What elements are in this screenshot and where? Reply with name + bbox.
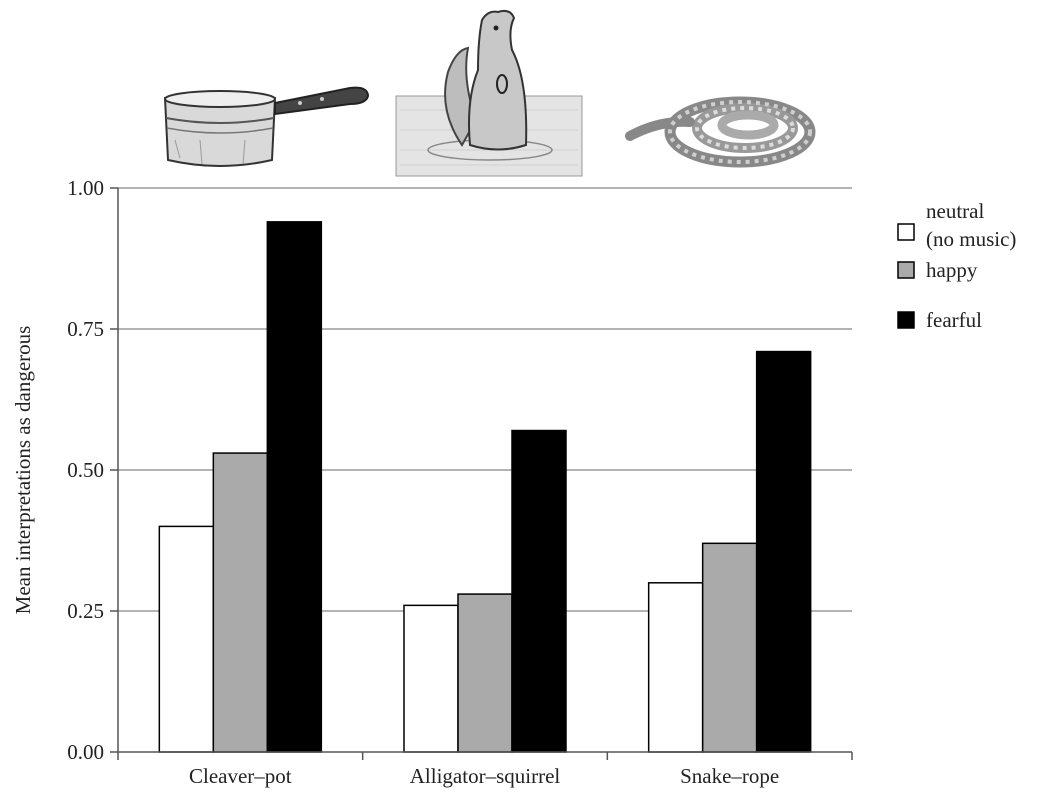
- bar-fearful: [511, 429, 567, 753]
- snake-rope-illustration: [625, 96, 816, 168]
- legend-swatch-neutral: [897, 223, 915, 241]
- bar-neutral: [647, 582, 704, 753]
- bar-neutral: [403, 604, 459, 753]
- bar-happy: [212, 452, 269, 753]
- y-axis-title: Mean interpretations as dangerous: [11, 326, 35, 615]
- alligator-squirrel-illustration: [395, 9, 583, 177]
- axes: 0.00 0.25 0.50 0.75 1.00 Cleaver–pot Alligator…: [67, 176, 853, 788]
- bar-neutral: [158, 525, 215, 753]
- y-tick-label: 0.75: [67, 317, 104, 341]
- legend-swatch-fearful: [897, 311, 915, 329]
- bar-fearful: [755, 350, 812, 753]
- legend-label-line2: (no music): [926, 227, 1016, 251]
- bar-fearful: [266, 221, 323, 753]
- y-tick-label: 1.00: [67, 176, 104, 200]
- x-tick-label: Cleaver–pot: [189, 764, 292, 788]
- bars: [158, 221, 812, 753]
- legend-label: neutral: [926, 199, 984, 223]
- cleaver-pot-illustration: [163, 86, 370, 167]
- bar-happy: [457, 593, 513, 753]
- legend-label: fearful: [926, 308, 982, 332]
- legend-label: happy: [926, 258, 978, 282]
- bar-happy: [701, 542, 758, 753]
- x-tick-label: Alligator–squirrel: [410, 764, 561, 788]
- x-tick-label: Snake–rope: [680, 764, 779, 788]
- legend-swatch-happy: [897, 261, 915, 279]
- y-tick-label: 0.25: [67, 599, 104, 623]
- y-tick-label: 0.00: [67, 740, 104, 764]
- legend: neutral (no music) happy fearful: [897, 199, 1016, 332]
- y-tick-label: 0.50: [67, 458, 104, 482]
